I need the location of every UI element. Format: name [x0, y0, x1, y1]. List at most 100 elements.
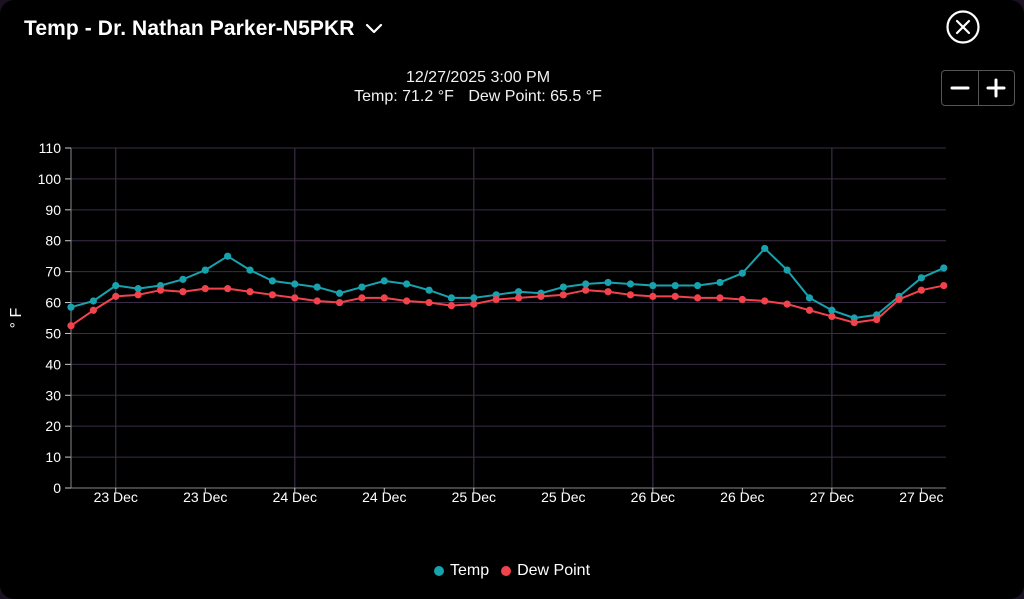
data-point-dew-point[interactable] [112, 292, 120, 300]
data-point-dew-point[interactable] [783, 300, 791, 308]
data-point-dew-point[interactable] [805, 306, 814, 314]
data-point-temp[interactable] [335, 289, 344, 297]
legend-item-dew-point[interactable]: Dew Point [501, 562, 590, 580]
data-point-temp[interactable] [693, 281, 702, 290]
y-tick-label: 90 [45, 202, 61, 218]
data-point-temp[interactable] [134, 285, 142, 293]
readout-temp: Temp: 71.2 °F [354, 88, 454, 105]
data-point-dew-point[interactable] [291, 294, 299, 302]
data-point-dew-point[interactable] [156, 286, 165, 294]
minus-icon [950, 86, 970, 90]
data-point-temp[interactable] [358, 283, 366, 291]
data-point-dew-point[interactable] [917, 286, 925, 294]
x-tick-label: 26 Dec [720, 489, 764, 505]
data-point-dew-point[interactable] [895, 295, 903, 304]
data-point-temp[interactable] [425, 286, 433, 294]
data-point-temp[interactable] [313, 283, 321, 291]
y-tick-label: 0 [53, 480, 61, 496]
data-point-temp[interactable] [626, 280, 635, 288]
data-point-dew-point[interactable] [626, 291, 635, 299]
data-point-temp[interactable] [268, 277, 277, 285]
data-point-dew-point[interactable] [201, 285, 209, 293]
x-tick-label: 23 Dec [94, 489, 138, 505]
data-point-dew-point[interactable] [134, 291, 142, 299]
data-point-temp[interactable] [671, 281, 679, 290]
data-point-dew-point[interactable] [873, 315, 881, 324]
data-point-dew-point[interactable] [514, 294, 523, 302]
readout-values: Temp: 71.2 °F Dew Point: 65.5 °F [0, 87, 956, 106]
data-point-dew-point[interactable] [492, 295, 500, 304]
data-point-temp[interactable] [649, 281, 657, 290]
data-point-temp[interactable] [403, 280, 411, 288]
data-point-dew-point[interactable] [403, 297, 411, 305]
data-point-temp[interactable] [67, 303, 75, 311]
data-point-temp[interactable] [201, 266, 209, 274]
data-point-dew-point[interactable] [425, 298, 433, 307]
data-point-temp[interactable] [559, 283, 567, 291]
readout-datetime: 12/27/2025 3:00 PM [405, 69, 551, 86]
data-point-temp[interactable] [805, 294, 814, 302]
data-point-dew-point[interactable] [828, 312, 836, 321]
y-tick-label: 110 [39, 140, 62, 156]
data-point-dew-point[interactable] [582, 286, 590, 294]
y-tick-label: 50 [45, 325, 61, 341]
data-point-dew-point[interactable] [716, 294, 724, 302]
zoom-in-button[interactable] [977, 71, 1015, 105]
data-point-dew-point[interactable] [559, 291, 567, 299]
data-point-dew-point[interactable] [671, 292, 679, 300]
data-point-dew-point[interactable] [649, 292, 657, 300]
data-point-temp[interactable] [179, 275, 187, 283]
data-point-dew-point[interactable] [738, 295, 746, 304]
zoom-out-button[interactable] [942, 71, 978, 105]
data-point-dew-point[interactable] [940, 281, 948, 290]
data-point-dew-point[interactable] [358, 294, 366, 302]
close-button[interactable] [946, 10, 980, 44]
data-point-temp[interactable] [716, 278, 724, 287]
data-point-dew-point[interactable] [693, 294, 702, 302]
data-point-temp[interactable] [470, 294, 478, 302]
data-point-dew-point[interactable] [850, 319, 858, 327]
data-point-temp[interactable] [447, 294, 456, 302]
data-point-temp[interactable] [112, 281, 120, 290]
data-point-dew-point[interactable] [224, 285, 232, 293]
data-point-temp[interactable] [224, 252, 232, 260]
data-point-temp[interactable] [380, 277, 388, 285]
data-point-dew-point[interactable] [380, 294, 388, 302]
data-point-dew-point[interactable] [761, 297, 769, 305]
readout-dew-point: Dew Point: 65.5 °F [468, 88, 602, 105]
y-tick-label: 40 [45, 356, 61, 372]
data-point-temp[interactable] [514, 288, 523, 296]
data-point-temp[interactable] [917, 274, 925, 282]
data-point-dew-point[interactable] [537, 292, 545, 300]
data-point-temp[interactable] [783, 266, 791, 274]
data-point-dew-point[interactable] [89, 306, 97, 314]
legend-marker-dew-point [501, 566, 512, 576]
zoom-controls [941, 70, 1015, 106]
legend-label-dew-point: Dew Point [517, 562, 591, 579]
data-point-dew-point[interactable] [604, 288, 612, 296]
data-point-dew-point[interactable] [179, 288, 187, 296]
y-tick-label: 100 [38, 171, 62, 187]
data-point-temp[interactable] [761, 244, 769, 253]
data-point-dew-point[interactable] [67, 322, 75, 330]
tooltip-readout: 12/27/2025 3:00 PM Temp: 71.2 °F Dew Poi… [0, 68, 956, 106]
data-point-temp[interactable] [89, 297, 97, 305]
x-tick-label: 23 Dec [183, 489, 227, 505]
data-point-temp[interactable] [828, 306, 836, 314]
data-point-dew-point[interactable] [268, 291, 277, 299]
legend-marker-temp [433, 566, 444, 576]
data-point-dew-point[interactable] [470, 300, 478, 308]
data-point-temp[interactable] [582, 280, 590, 288]
data-point-dew-point[interactable] [246, 288, 254, 296]
data-point-dew-point[interactable] [447, 302, 456, 310]
data-point-temp[interactable] [246, 266, 254, 274]
data-point-dew-point[interactable] [313, 297, 321, 305]
data-point-temp[interactable] [291, 280, 299, 288]
data-point-temp[interactable] [738, 269, 746, 277]
chevron-down-icon[interactable] [363, 18, 385, 40]
data-point-dew-point[interactable] [335, 298, 344, 307]
data-point-temp[interactable] [604, 278, 612, 287]
legend-item-temp[interactable]: Temp [433, 562, 489, 580]
data-point-temp[interactable] [940, 264, 948, 272]
